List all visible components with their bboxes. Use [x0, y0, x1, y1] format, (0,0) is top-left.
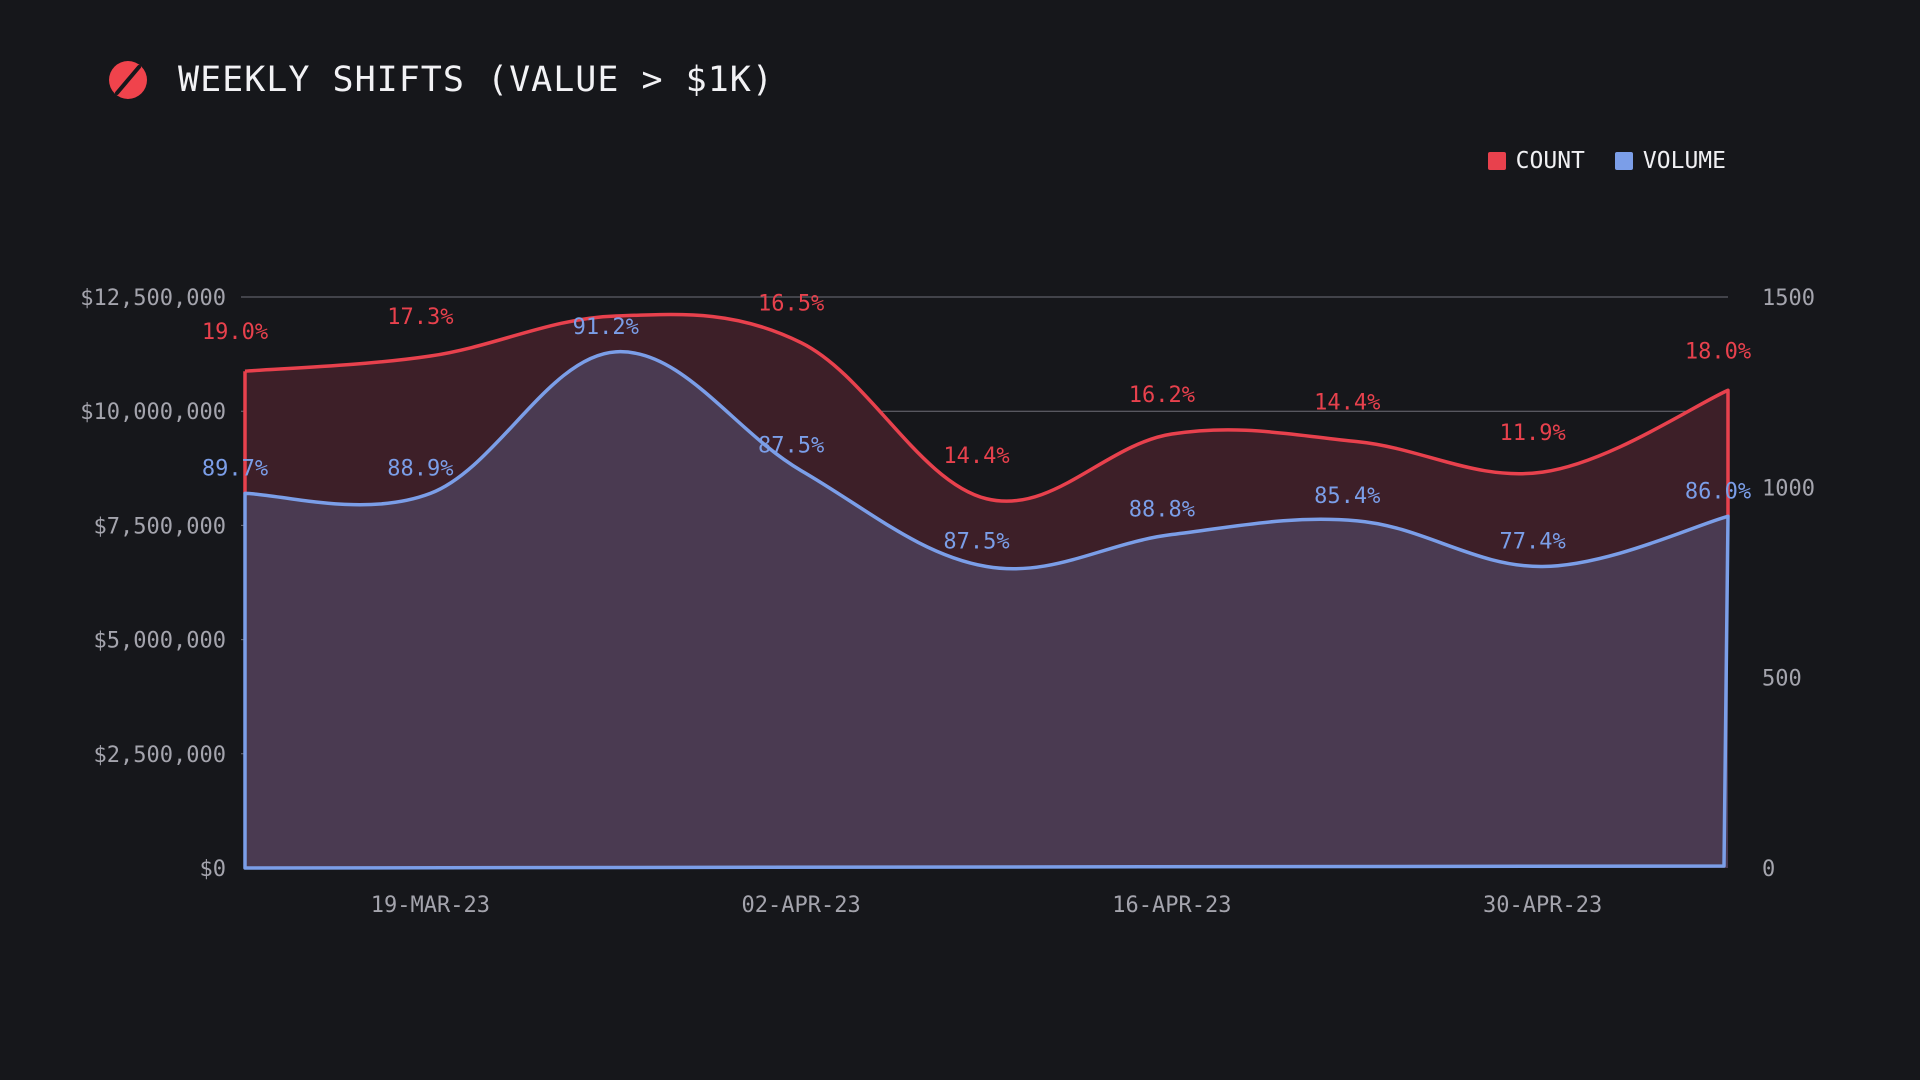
data-label-count: 18.0%	[1685, 339, 1751, 364]
right-y-axis: 0 500 1000 1500	[1762, 286, 1815, 882]
legend-item-count[interactable]: COUNT	[1487, 148, 1585, 174]
data-label-volume: 87.5%	[758, 434, 824, 459]
legend-item-volume[interactable]: VOLUME	[1614, 148, 1726, 174]
data-label-count: 16.5%	[758, 292, 824, 317]
data-label-volume: 89.7%	[202, 456, 268, 481]
left-tick-label: $7,500,000	[94, 514, 226, 539]
right-tick-label: 500	[1762, 667, 1802, 692]
x-tick-label: 30-APR-23	[1483, 893, 1602, 918]
left-tick-label: $12,500,000	[80, 286, 226, 311]
series-line-count	[244, 312, 1730, 517]
right-tick-label: 1000	[1762, 476, 1815, 501]
x-axis: 19-MAR-23 02-APR-23 16-APR-23 30-APR-23	[371, 893, 1602, 918]
series-areas	[245, 314, 1728, 868]
x-tick-label: 19-MAR-23	[371, 893, 490, 918]
data-label-count: 14.4%	[943, 444, 1009, 469]
series-line-volume	[243, 350, 1730, 870]
left-tick-label: $10,000,000	[80, 400, 226, 425]
legend-label-count: COUNT	[1515, 148, 1585, 174]
legend-swatch-count	[1487, 152, 1506, 170]
data-label-volume: 88.8%	[1129, 498, 1195, 523]
data-labels: 19.0% 17.3% 16.5% 14.4% 16.2% 14.4% 11.9% 18.0%…	[202, 292, 1751, 555]
data-label-volume: 87.5%	[943, 530, 1009, 555]
data-label-count: 11.9%	[1500, 421, 1566, 446]
chart-header: WEEKLY SHIFTS (VALUE > $1K)	[108, 56, 774, 104]
right-tick-label: 0	[1762, 857, 1775, 882]
chart-title: WEEKLY SHIFTS (VALUE > $1K)	[178, 60, 774, 100]
area-count	[245, 314, 1728, 569]
data-label-volume: 88.9%	[387, 456, 453, 481]
chart-legend: COUNT VOLUME	[1458, 148, 1726, 174]
data-label-count: 16.2%	[1129, 383, 1195, 408]
data-label-count: 14.4%	[1314, 391, 1380, 416]
legend-swatch-volume	[1614, 152, 1633, 170]
area-volume	[245, 351, 1728, 868]
data-label-count: 17.3%	[387, 305, 453, 330]
series-lines	[243, 312, 1730, 870]
legend-label-volume: VOLUME	[1642, 148, 1726, 174]
slashed-circle-logo-icon	[109, 61, 147, 99]
data-label-volume: 77.4%	[1500, 530, 1566, 555]
left-tick-label: $0	[200, 857, 227, 882]
left-y-axis: $0 $2,500,000 $5,000,000 $7,500,000 $10,000,…	[80, 286, 226, 882]
data-label-count: 19.0%	[202, 320, 268, 345]
x-tick-label: 02-APR-23	[742, 893, 861, 918]
data-label-volume: 86.0%	[1685, 479, 1751, 504]
data-label-volume: 91.2%	[573, 315, 639, 340]
data-label-volume: 85.4%	[1314, 484, 1380, 509]
left-tick-label: $5,000,000	[94, 629, 226, 654]
right-tick-label: 1500	[1762, 286, 1815, 311]
left-tick-label: $2,500,000	[94, 743, 226, 768]
x-tick-label: 16-APR-23	[1112, 893, 1231, 918]
